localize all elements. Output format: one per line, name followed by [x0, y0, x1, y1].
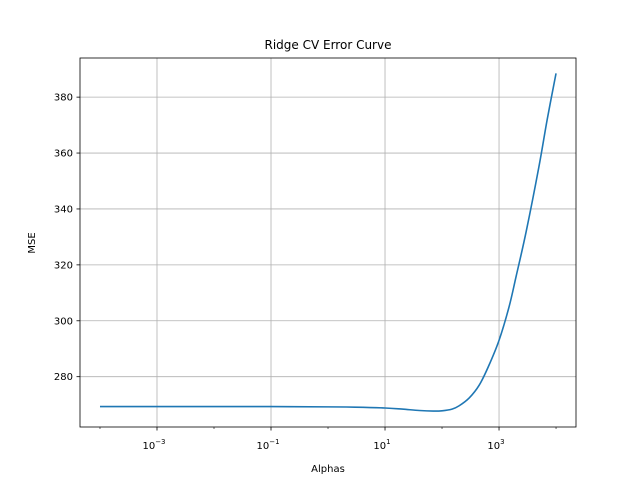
x-tick-label: 103	[487, 438, 504, 452]
x-tick-base: 10	[487, 441, 500, 452]
series-line	[99, 73, 557, 412]
x-tick-label: 10−1	[256, 438, 279, 452]
y-axis-title: MSE	[27, 232, 38, 253]
x-tick-base: 10	[256, 441, 269, 452]
y-tick-label: 360	[54, 149, 73, 160]
x-tick-exponent: −3	[155, 438, 165, 446]
x-tick-exponent: 3	[500, 438, 504, 446]
y-tick-label: 280	[54, 372, 73, 383]
grid	[80, 58, 576, 427]
x-tick-label: 101	[373, 438, 390, 452]
y-tick-label: 340	[54, 204, 73, 215]
x-tick-exponent: 1	[386, 438, 390, 446]
chart-title: Ridge CV Error Curve	[265, 38, 392, 52]
plot-series	[99, 73, 557, 412]
x-tick-base: 10	[373, 441, 386, 452]
x-tick-exponent: −1	[269, 438, 279, 446]
y-tick-label: 320	[54, 260, 73, 271]
y-tick-label: 300	[54, 316, 73, 327]
y-tick-label: 380	[54, 93, 73, 104]
x-tick-base: 10	[142, 441, 155, 452]
x-tick-label: 10−3	[142, 438, 165, 452]
x-axis-title: Alphas	[311, 464, 345, 475]
